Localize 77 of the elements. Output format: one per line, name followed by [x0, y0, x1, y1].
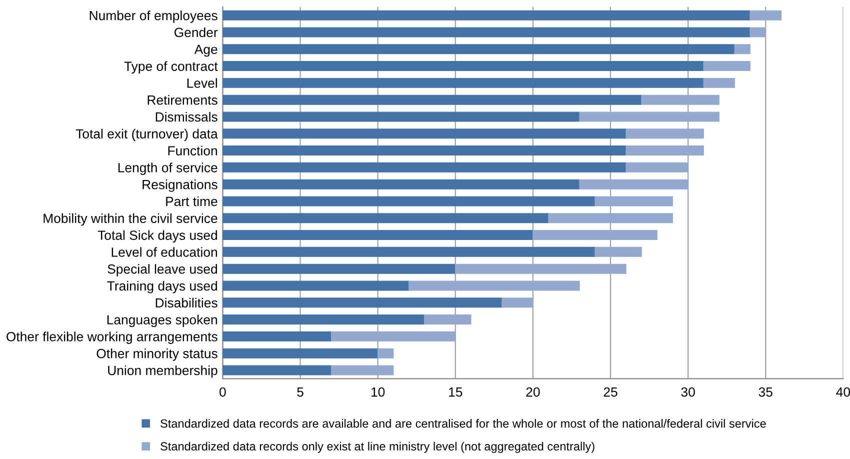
- y-tick-label: Function: [168, 146, 217, 156]
- x-tick-label: 25: [604, 387, 618, 397]
- bar: [222, 179, 580, 190]
- x-tick-label: 30: [681, 387, 695, 397]
- bar: [222, 348, 378, 358]
- bar: [222, 78, 704, 88]
- x-tick-label: 0: [220, 387, 226, 397]
- bar: [703, 78, 735, 88]
- y-tick-label: Retirements: [148, 95, 218, 105]
- legend-label: Standardized data records only exist at line ministry level (not aggregated centrally): [160, 442, 594, 453]
- y-tick-label: Dismissals: [156, 112, 218, 122]
- bar: [408, 280, 580, 291]
- bar: [222, 213, 549, 224]
- bar: [377, 348, 394, 358]
- y-tick-label: Gender: [174, 27, 218, 38]
- bar: [455, 264, 626, 274]
- x-tick-label: 40: [836, 387, 850, 397]
- legend-label: Standardized data records are available and are centralised for the whole or most of the national/federal civil service: [160, 419, 766, 428]
- y-tick-label: Type of contract: [124, 61, 218, 74]
- y-tick-label: Resignations: [142, 180, 218, 192]
- bar: [424, 314, 472, 325]
- y-tick-label: Languages spoken: [107, 314, 217, 328]
- bar: [222, 61, 704, 72]
- bar: [222, 230, 534, 240]
- y-tick-label: Length of service: [118, 162, 218, 175]
- y-tick-label: Training days used: [107, 280, 217, 294]
- y-tick-label: Other flexible working arrangements: [6, 332, 218, 344]
- y-tick-label: Part time: [166, 196, 218, 206]
- bar: [222, 27, 750, 38]
- bar: [222, 162, 626, 172]
- x-tick-label: 15: [449, 387, 462, 397]
- bar: [222, 246, 596, 257]
- bar: [222, 280, 410, 291]
- bar: [222, 112, 580, 122]
- bar: [594, 246, 642, 257]
- bar: [579, 179, 688, 190]
- y-tick-label: Other minority status: [96, 348, 218, 361]
- bar: [222, 196, 596, 206]
- y-tick-label: Number of employees: [90, 10, 218, 23]
- y-tick-label: Union membership: [108, 365, 218, 378]
- bar: [579, 112, 720, 122]
- bar: [532, 230, 658, 240]
- bar: [222, 128, 626, 139]
- y-tick-label: Total Sick days used: [98, 230, 217, 243]
- bar: [734, 44, 750, 54]
- bar: [222, 298, 502, 308]
- bar: [222, 331, 332, 342]
- y-tick-label: Special leave used: [108, 264, 217, 276]
- bar: [222, 146, 626, 156]
- x-tick-label: 5: [297, 387, 304, 397]
- bar: [626, 162, 688, 172]
- x-tick-label: 35: [758, 387, 772, 397]
- bar: [222, 314, 425, 325]
- bar: [222, 264, 456, 274]
- bar: [222, 94, 642, 105]
- bar: [594, 196, 673, 206]
- bar: [502, 298, 534, 308]
- bar: [222, 365, 332, 376]
- bar: [750, 27, 766, 38]
- bar: [750, 10, 782, 20]
- bar: [548, 213, 673, 224]
- y-tick-label: Mobility within the civil service: [44, 213, 218, 226]
- x-tick-label: 10: [371, 387, 385, 397]
- bar: [626, 128, 704, 139]
- bar: [330, 365, 394, 376]
- y-tick-label: Age: [194, 44, 218, 57]
- y-tick-label: Disabilities: [156, 298, 218, 308]
- bar: [330, 331, 456, 342]
- bar: [222, 44, 735, 54]
- y-tick-label: Level: [187, 78, 217, 88]
- y-tick-label: Total exit (turnover) data: [76, 128, 218, 142]
- x-tick-label: 20: [526, 387, 540, 397]
- bar: [626, 146, 704, 156]
- bar: [641, 94, 720, 105]
- y-tick-label: Level of education: [112, 247, 217, 257]
- bar: [222, 10, 750, 20]
- bar: [703, 61, 750, 72]
